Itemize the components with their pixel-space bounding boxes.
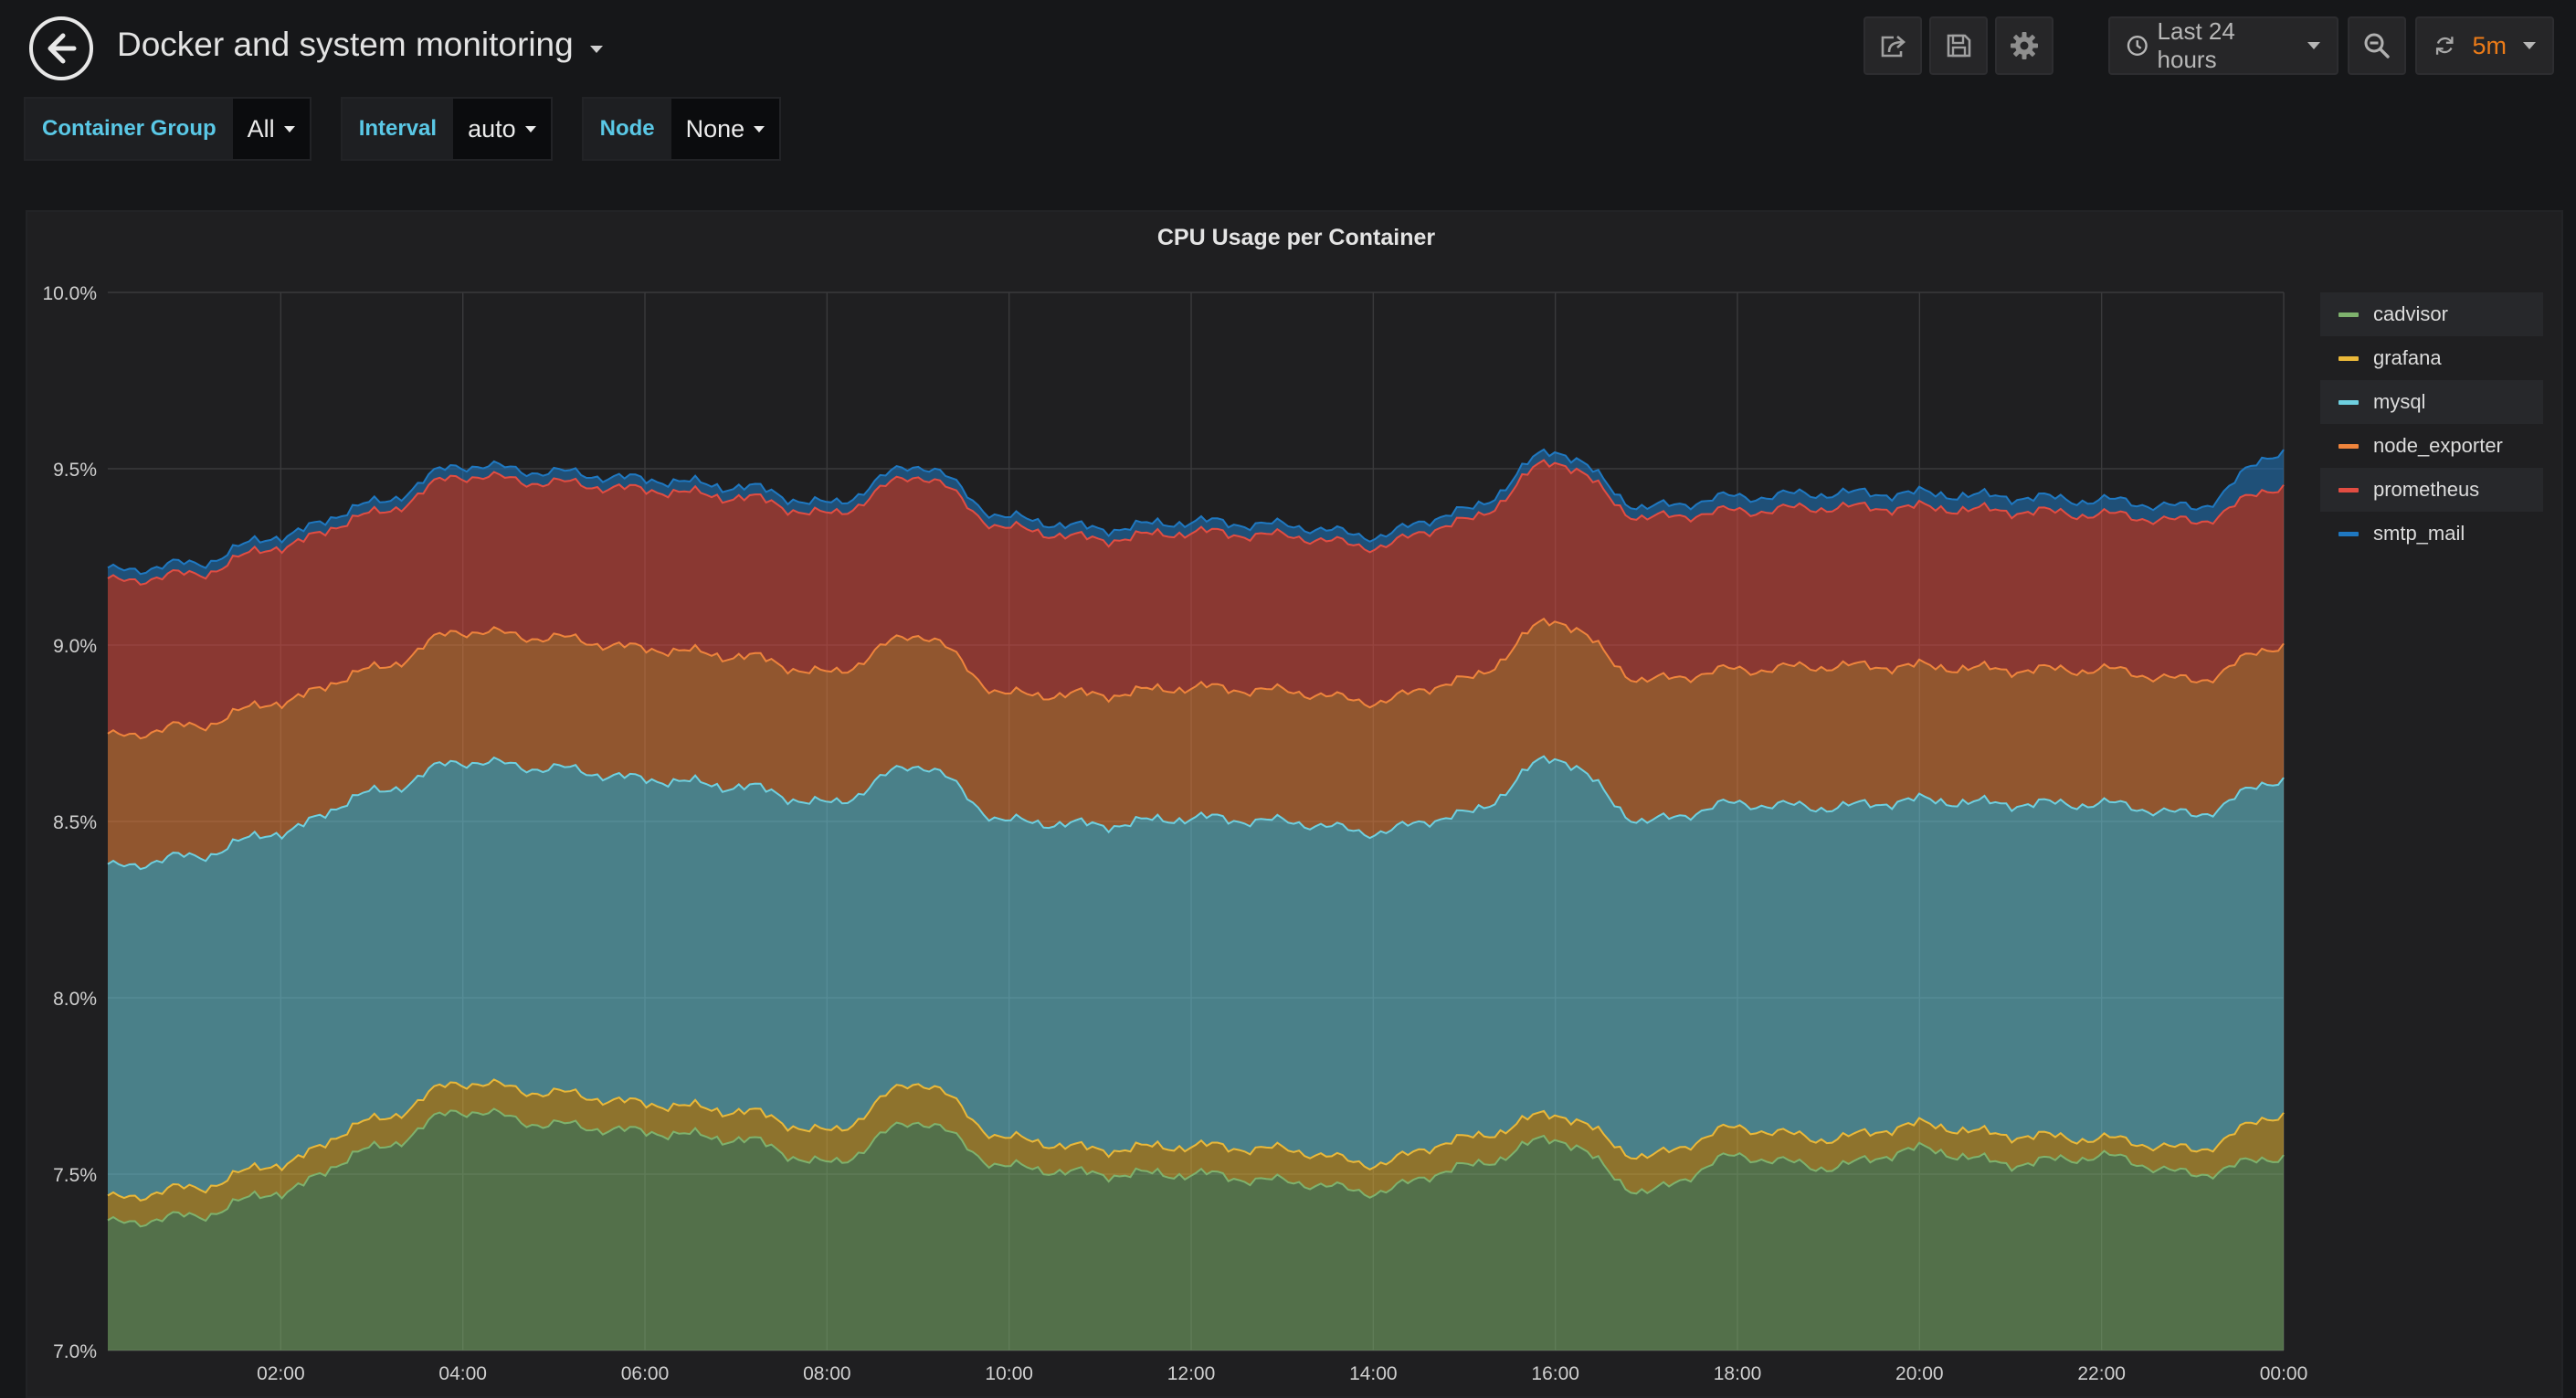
variable-label: Node bbox=[583, 99, 671, 159]
legend-swatch bbox=[2338, 487, 2359, 492]
x-tick-label: 06:00 bbox=[621, 1363, 670, 1384]
template-variables: Container Group All Interval auto Node N… bbox=[24, 97, 782, 161]
y-tick-label: 9.5% bbox=[53, 460, 97, 481]
x-tick-label: 02:00 bbox=[257, 1363, 305, 1384]
variable-value: All bbox=[247, 114, 275, 143]
share-icon bbox=[1881, 36, 1906, 58]
share-button[interactable] bbox=[1863, 16, 1922, 75]
dashboard-title: Docker and system monitoring bbox=[117, 26, 574, 63]
x-tick-label: 10:00 bbox=[985, 1363, 1033, 1384]
panel-title[interactable]: CPU Usage per Container bbox=[1156, 225, 1436, 250]
y-tick-label: 7.5% bbox=[53, 1165, 97, 1186]
series-area-prometheus bbox=[108, 460, 2284, 739]
y-tick-label: 10.0% bbox=[42, 283, 97, 304]
x-tick-label: 20:00 bbox=[1895, 1363, 1944, 1384]
legend-item-grafana[interactable]: grafana bbox=[2320, 336, 2543, 380]
chevron-down-icon bbox=[283, 125, 295, 132]
legend-item-prometheus[interactable]: prometheus bbox=[2320, 468, 2543, 512]
y-tick-label: 8.0% bbox=[53, 989, 97, 1010]
chevron-down-icon bbox=[524, 125, 536, 132]
save-icon bbox=[1947, 34, 1971, 58]
chevron-down-icon bbox=[2307, 42, 2320, 49]
zoom-out-icon bbox=[2364, 33, 2390, 58]
series-line-node_exporter bbox=[107, 617, 2285, 740]
gear-icon bbox=[2011, 32, 2038, 59]
series-area-cadvisor bbox=[108, 1108, 2284, 1350]
x-tick-label: 00:00 bbox=[2260, 1363, 2308, 1384]
cpu-usage-chart[interactable]: 7.0% 7.5% 8.0% 8.5% 9.0% 9.5% 10.0% 02:00 04:00 0… bbox=[27, 212, 2311, 1394]
series-line-cadvisor bbox=[107, 1107, 2285, 1228]
y-tick-label: 9.0% bbox=[53, 636, 97, 657]
settings-button[interactable] bbox=[1995, 16, 2053, 75]
legend-label: grafana bbox=[2373, 346, 2442, 369]
x-tick-label: 08:00 bbox=[803, 1363, 851, 1384]
refresh-button[interactable]: 5m bbox=[2415, 16, 2554, 75]
legend-swatch bbox=[2338, 355, 2359, 361]
x-tick-label: 16:00 bbox=[1531, 1363, 1579, 1384]
x-tick-label: 12:00 bbox=[1167, 1363, 1216, 1384]
series-line-prometheus bbox=[107, 459, 2285, 586]
series-line-grafana bbox=[107, 1078, 2285, 1202]
legend-item-cadvisor[interactable]: cadvisor bbox=[2320, 292, 2543, 336]
variable-node: Node None bbox=[581, 97, 782, 161]
series-area-grafana bbox=[108, 1079, 2284, 1227]
back-button[interactable] bbox=[29, 16, 93, 80]
legend-label: cadvisor bbox=[2373, 302, 2448, 325]
y-tick-label: 8.5% bbox=[53, 812, 97, 833]
series-area-mysql bbox=[108, 756, 2284, 1201]
refresh-interval-label: 5m bbox=[2472, 31, 2507, 59]
chevron-down-icon bbox=[589, 46, 603, 53]
series-area-node_exporter bbox=[108, 619, 2284, 870]
legend-swatch bbox=[2338, 399, 2359, 405]
variable-dropdown[interactable]: auto bbox=[453, 99, 551, 159]
variable-value: auto bbox=[468, 114, 516, 143]
legend-swatch bbox=[2338, 531, 2359, 536]
x-tick-label: 22:00 bbox=[2077, 1363, 2126, 1384]
legend-item-mysql[interactable]: mysql bbox=[2320, 380, 2543, 424]
series-line-smtp_mail bbox=[107, 448, 2285, 576]
variable-dropdown[interactable]: All bbox=[232, 99, 310, 159]
chevron-down-icon bbox=[754, 125, 765, 132]
chevron-down-icon bbox=[2523, 42, 2536, 49]
legend-label: node_exporter bbox=[2373, 434, 2503, 457]
legend-label: smtp_mail bbox=[2373, 522, 2465, 545]
time-range-label: Last 24 hours bbox=[2157, 17, 2235, 73]
variable-value: None bbox=[685, 114, 745, 143]
series-line-mysql bbox=[107, 755, 2285, 871]
dashboard-navbar: Docker and system monitoring bbox=[0, 0, 2576, 95]
legend-label: prometheus bbox=[2373, 478, 2480, 501]
dashboard-title-dropdown[interactable]: Docker and system monitoring bbox=[117, 26, 603, 64]
cpu-usage-panel: CPU Usage per Container 7.0% 7.5% 8.0% 8.5%… bbox=[26, 210, 2563, 1398]
variable-label: Interval bbox=[342, 99, 454, 159]
legend-swatch bbox=[2338, 443, 2359, 449]
x-tick-label: 18:00 bbox=[1714, 1363, 1762, 1384]
variable-container-group: Container Group All bbox=[24, 97, 311, 161]
zoom-out-button[interactable] bbox=[2348, 16, 2406, 75]
legend-label: mysql bbox=[2373, 390, 2426, 413]
x-tick-label: 04:00 bbox=[438, 1363, 487, 1384]
clock-icon bbox=[2127, 36, 2148, 56]
x-tick-label: 14:00 bbox=[1349, 1363, 1398, 1384]
legend-swatch bbox=[2338, 312, 2359, 317]
arrow-left-icon bbox=[48, 33, 77, 64]
time-range-picker[interactable]: Last 24 hours bbox=[2108, 16, 2338, 75]
variable-interval: Interval auto bbox=[340, 97, 553, 161]
variable-dropdown[interactable]: None bbox=[670, 99, 780, 159]
legend-item-smtp_mail[interactable]: smtp_mail bbox=[2320, 512, 2543, 556]
legend-item-node_exporter[interactable]: node_exporter bbox=[2320, 424, 2543, 468]
refresh-icon bbox=[2435, 37, 2454, 55]
y-tick-label: 7.0% bbox=[53, 1341, 97, 1362]
save-button[interactable] bbox=[1929, 16, 1988, 75]
series-area-smtp_mail bbox=[108, 449, 2284, 585]
variable-label: Container Group bbox=[26, 99, 233, 159]
